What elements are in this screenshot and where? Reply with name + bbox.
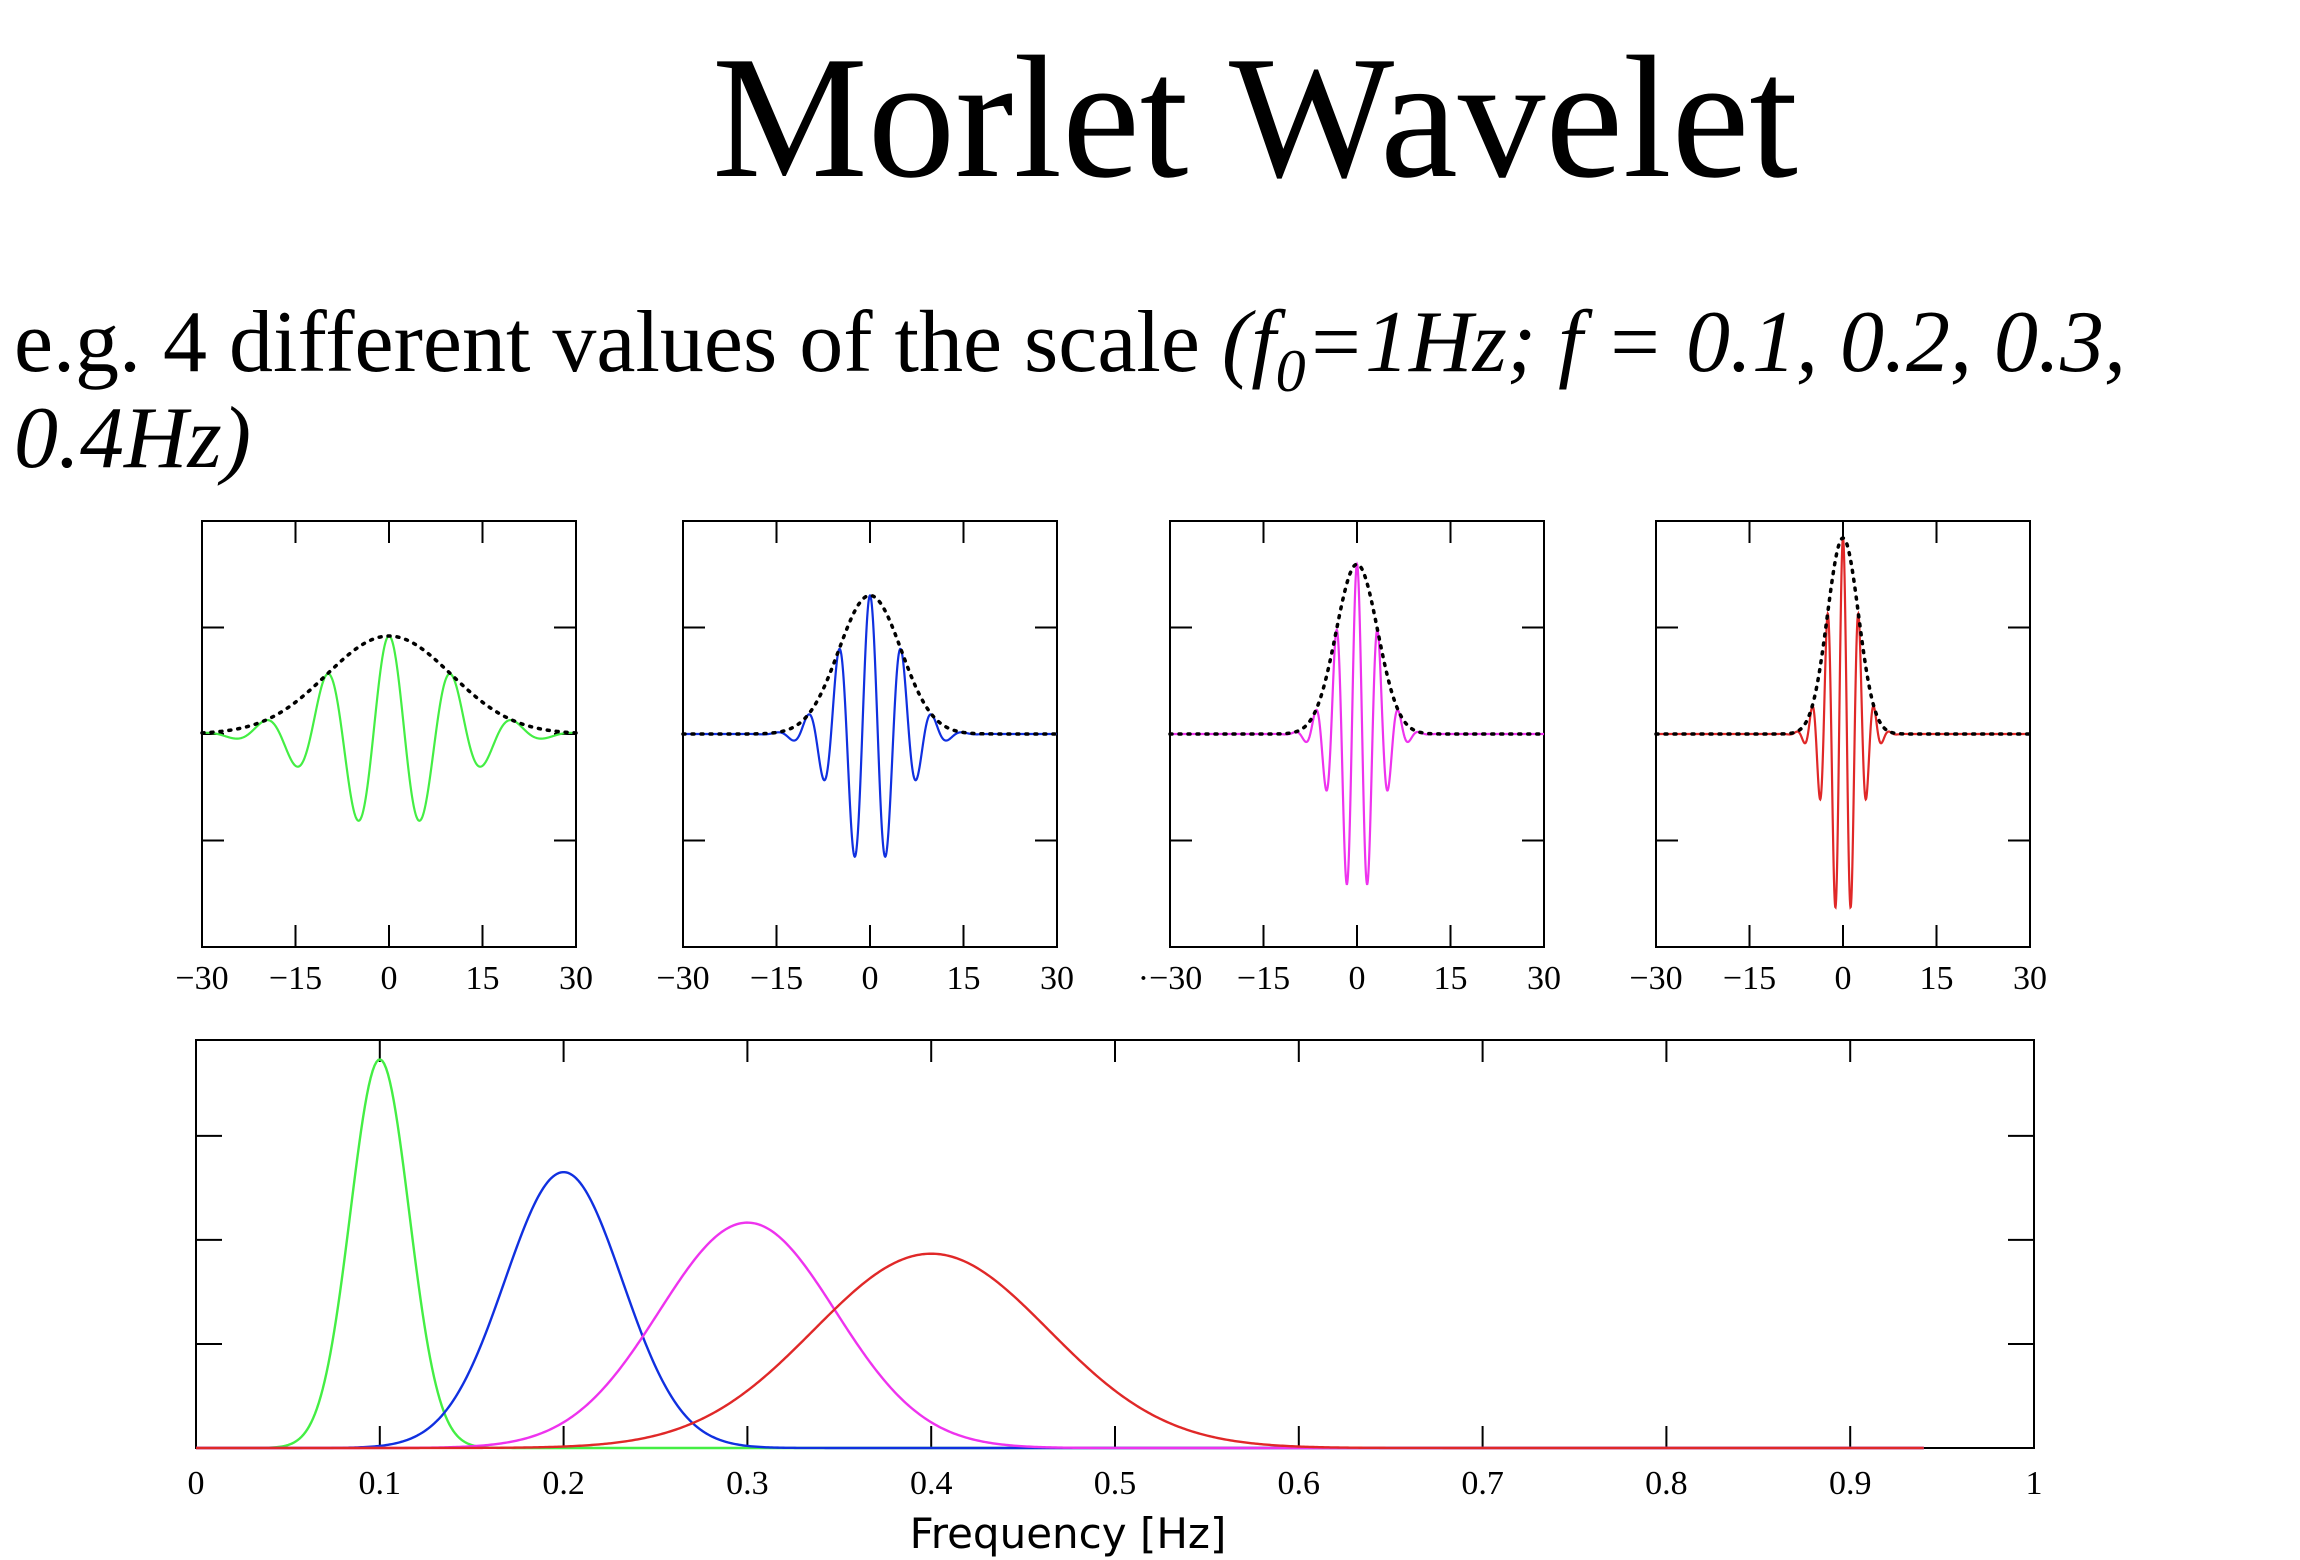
envelope-dotted-line [200, 634, 578, 735]
x-tick-label: 0 [1349, 960, 1366, 997]
time-panel-f-0_3: ·−30 −15 0 15 30 [1138, 520, 1561, 997]
x-tick-label: 0 [1835, 960, 1852, 997]
subtitle-subscript: 0 [1275, 338, 1306, 404]
x-tick-label: 0.2 [542, 1465, 585, 1502]
x-tick-label: ·−30 [1138, 960, 1203, 997]
spectrum-line-0_1 [196, 1058, 1924, 1450]
x-tick-label: −30 [1629, 960, 1682, 997]
subtitle-italic-part-1: (f [1221, 294, 1276, 391]
spectrum-line-0_3 [196, 1221, 1924, 1450]
envelope-dotted-line [1168, 562, 1546, 736]
envelope-dotted-line [681, 593, 1059, 736]
x-axis-label: Frequency [Hz] [910, 1509, 1227, 1558]
x-tick-label: 0.3 [726, 1465, 769, 1502]
x-tick-label: 1 [2026, 1465, 2043, 1502]
x-tick-label: −15 [269, 960, 322, 997]
x-tick-label: 30 [2013, 960, 2047, 997]
x-tick-label: 15 [466, 960, 500, 997]
time-panel-f-0_4: −30 −15 0 15 30 [1629, 520, 2047, 997]
slide-subtitle: e.g. 4 different values of the scale (f0… [14, 295, 2294, 487]
spectrum-line-0_2 [196, 1170, 1924, 1450]
x-tick-label: −15 [1237, 960, 1290, 997]
x-tick-label: −30 [656, 960, 709, 997]
wavelet-line [683, 593, 1057, 858]
time-panel-f-0_2: −30 −15 0 15 30 [656, 520, 1074, 997]
frequency-panel: 0 0.1 0.2 0.3 0.4 0.5 0.6 0.7 0.8 0.9 1 Frequency [… [188, 1039, 2043, 1558]
x-tick-label: 30 [1527, 960, 1561, 997]
x-tick-label: −15 [750, 960, 803, 997]
x-tick-label: 15 [947, 960, 981, 997]
wavelet-line [1656, 537, 2030, 910]
subtitle-italic-part-2: =1Hz; f = 0.1, 0.2, 0.3, 0.4Hz) [14, 294, 2126, 487]
x-tick-label: 0.6 [1278, 1465, 1321, 1502]
slide-title: Morlet Wavelet [712, 20, 1798, 214]
wavelet-line [201, 634, 577, 822]
x-tick-label: 0 [862, 960, 879, 997]
panel-frame [195, 1039, 2035, 1449]
spectrum-line-0_4 [196, 1252, 1924, 1450]
x-tick-label: 0.8 [1645, 1465, 1688, 1502]
x-tick-label: 0 [381, 960, 398, 997]
envelope-dotted-line [1654, 536, 2032, 736]
x-tick-label: 30 [1040, 960, 1074, 997]
x-tick-label: −15 [1723, 960, 1776, 997]
wavelet-line [1170, 561, 1544, 886]
x-tick-label: 30 [559, 960, 593, 997]
x-tick-label: 0.1 [359, 1465, 402, 1502]
subtitle-prefix: e.g. 4 different values of the scale [14, 294, 1222, 391]
x-tick-label: 0.9 [1829, 1465, 1872, 1502]
x-tick-label: 15 [1434, 960, 1468, 997]
x-tick-label: 15 [1920, 960, 1954, 997]
x-tick-label: 0 [188, 1465, 205, 1502]
x-tick-label: 0.5 [1094, 1465, 1137, 1502]
x-tick-label: 0.4 [910, 1465, 953, 1502]
panel-frame [201, 520, 577, 948]
x-tick-label: 0.7 [1461, 1465, 1504, 1502]
x-tick-label: −30 [175, 960, 228, 997]
time-panel-f-0_1: −30 −15 0 15 30 [175, 520, 593, 997]
